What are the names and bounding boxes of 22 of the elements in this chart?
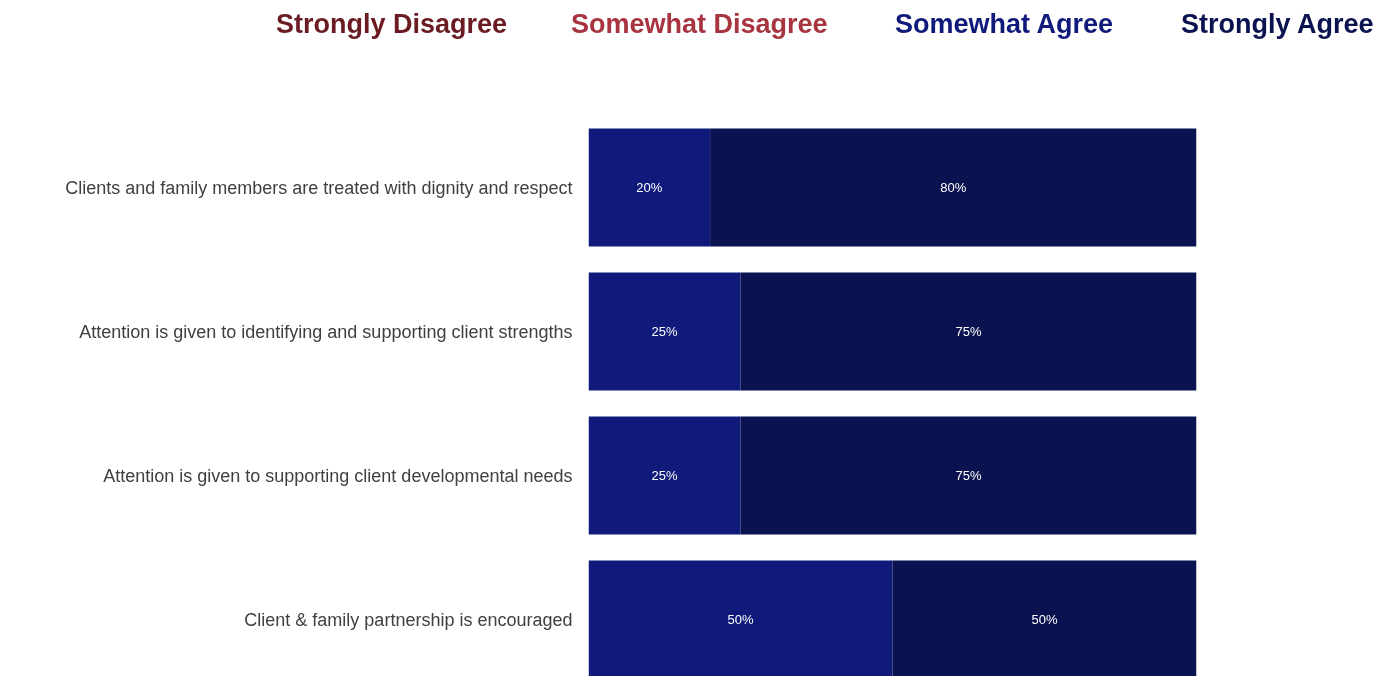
legend-label: Strongly Disagree xyxy=(276,8,508,41)
data-label: 50% xyxy=(1031,612,1058,627)
y-tick-label: Attention is given to supporting client developmental needs xyxy=(103,465,573,486)
bar xyxy=(710,128,1197,247)
text: Strongly Agree xyxy=(1181,8,1374,41)
data-label: 75% xyxy=(955,468,982,483)
bar xyxy=(588,272,741,391)
y-tick-label: Attention is given to identifying and supporting client strengths xyxy=(79,321,573,342)
data-label: 80% xyxy=(940,180,967,195)
legend-label: Somewhat Disagree xyxy=(571,8,828,41)
bar xyxy=(740,272,1197,391)
bar xyxy=(588,128,711,247)
bar xyxy=(588,416,741,535)
data-label: 50% xyxy=(727,612,754,627)
bar xyxy=(740,416,1197,535)
data-label: 75% xyxy=(955,324,982,339)
data-label: 25% xyxy=(651,324,678,339)
data-label: 25% xyxy=(651,468,678,483)
y-tick-label: Client & family partnership is encouraged xyxy=(244,609,573,630)
data-label: 20% xyxy=(636,180,663,195)
y-tick-label: Clients and family members are treated with dignity and respect xyxy=(65,177,573,198)
text: Somewhat Agree xyxy=(895,8,1114,41)
